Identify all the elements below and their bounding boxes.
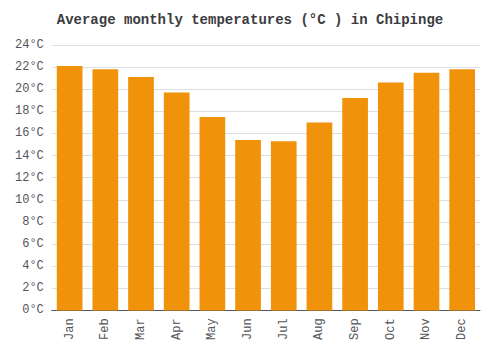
svg-text:16°C: 16°C: [15, 126, 44, 140]
svg-text:10°C: 10°C: [15, 193, 44, 207]
svg-text:4°C: 4°C: [22, 259, 44, 273]
svg-text:18°C: 18°C: [15, 104, 44, 118]
svg-text:Mar: Mar: [134, 318, 148, 340]
svg-text:22°C: 22°C: [15, 60, 44, 74]
svg-text:Oct: Oct: [384, 318, 398, 340]
svg-text:24°C: 24°C: [15, 38, 44, 52]
svg-text:May: May: [205, 318, 219, 340]
svg-text:Jun: Jun: [241, 318, 255, 340]
svg-text:8°C: 8°C: [22, 215, 44, 229]
svg-text:Nov: Nov: [419, 318, 433, 340]
svg-text:20°C: 20°C: [15, 82, 44, 96]
svg-text:12°C: 12°C: [15, 171, 44, 185]
svg-text:0°C: 0°C: [22, 303, 44, 317]
svg-text:14°C: 14°C: [15, 149, 44, 163]
svg-text:Aug: Aug: [312, 318, 326, 340]
svg-text:Jan: Jan: [63, 318, 77, 340]
svg-text:Dec: Dec: [455, 318, 469, 340]
svg-text:6°C: 6°C: [22, 237, 44, 251]
svg-text:Feb: Feb: [98, 318, 112, 340]
svg-text:Apr: Apr: [170, 318, 184, 340]
svg-text:2°C: 2°C: [22, 281, 44, 295]
svg-text:Average monthly temperatures (: Average monthly temperatures (°C ) in Ch…: [57, 12, 443, 28]
svg-text:Jul: Jul: [277, 318, 291, 340]
svg-text:Sep: Sep: [348, 318, 362, 340]
